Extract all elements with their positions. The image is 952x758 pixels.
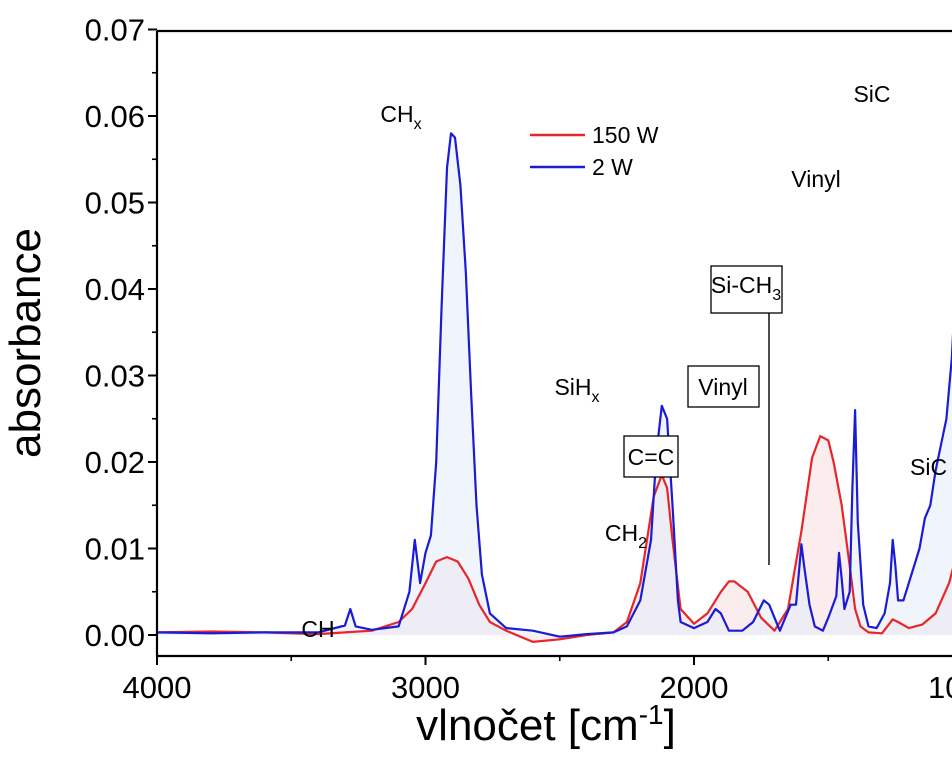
series-layer bbox=[157, 132, 952, 643]
annotation-sic-low: SiC bbox=[910, 454, 947, 480]
x-axis-title: vlnočet [cm-1] bbox=[416, 699, 676, 750]
annotation-sihx: SiHx bbox=[554, 374, 599, 406]
x-tick-label-2: 2000 bbox=[660, 670, 729, 705]
legend: 150 W 2 W bbox=[530, 122, 659, 180]
x-tick-label-3: 1000 bbox=[928, 670, 952, 705]
y-tick-label-3: 0.03 bbox=[85, 359, 145, 394]
y-tick-label-4: 0.04 bbox=[85, 272, 145, 307]
plot-frame bbox=[155, 29, 952, 658]
annotation-cc-box bbox=[623, 435, 679, 478]
annotation-cc: C=C bbox=[628, 444, 675, 470]
annotation-vinyl-box bbox=[687, 365, 760, 408]
annotation-sic: SiC bbox=[853, 81, 890, 107]
y-tick-label-6: 0.06 bbox=[85, 99, 145, 134]
y-tick-label-5: 0.05 bbox=[85, 186, 145, 221]
annotation-vinyl: Vinyl bbox=[791, 166, 840, 192]
y-axis-title: absorbance bbox=[1, 228, 50, 458]
x-axis-title-superscript: -1 bbox=[639, 699, 664, 730]
series-line-0 bbox=[157, 435, 952, 643]
legend-label-150w: 150 W bbox=[592, 122, 659, 148]
legend-label-2w: 2 W bbox=[592, 154, 633, 180]
annotation-sich3-box bbox=[710, 265, 783, 314]
x-tick-label-1: 3000 bbox=[391, 670, 460, 705]
ticks-layer: 4000 3000 2000 1000 0.00 0.01 0.02 0.03 0.04 0.05… bbox=[85, 13, 952, 706]
y-tick-label-1: 0.01 bbox=[85, 532, 145, 567]
y-tick-label-2: 0.02 bbox=[85, 445, 145, 480]
annotation-ch2: CH2 bbox=[605, 520, 647, 552]
annotation-chx: CHx bbox=[380, 101, 421, 133]
y-tick-label-7: 0.07 bbox=[85, 13, 145, 48]
x-tick-label-0: 4000 bbox=[123, 670, 192, 705]
annotation-ch: CH bbox=[301, 616, 334, 642]
y-tick-label-0: 0.00 bbox=[85, 618, 145, 653]
annotation-sich3: Si-CH3 bbox=[711, 272, 781, 304]
annotation-vinyl-boxed: Vinyl bbox=[698, 374, 747, 400]
annotations: CH CHx SiHx CH2 C=C Vinyl Si-CH3 Vinyl S… bbox=[301, 81, 947, 642]
series-line-1 bbox=[157, 132, 952, 638]
